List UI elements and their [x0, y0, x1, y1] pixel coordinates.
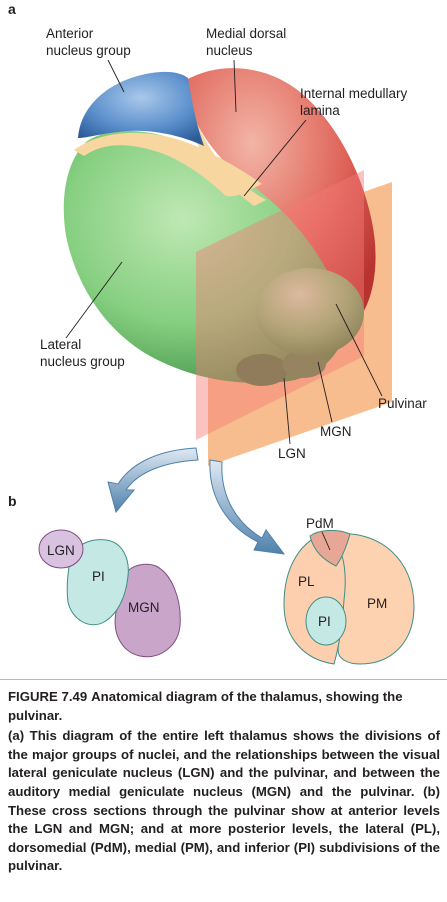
label-lateral-line1: Lateral — [40, 337, 81, 352]
medial-dorsal-nucleus-region — [186, 68, 376, 320]
panel-a-labels: Anterior nucleus group Medial dorsal nuc… — [40, 26, 427, 461]
arrow-to-posterior-section — [209, 459, 286, 555]
label-b-pi-posterior: PI — [318, 614, 331, 629]
mgn-bump — [282, 350, 326, 378]
label-anterior-line1: Anterior — [46, 26, 94, 41]
label-b-pm: PM — [367, 596, 387, 611]
panel-b-letter: b — [8, 493, 17, 509]
posterior-cross-section: PdM PL PM PI — [283, 516, 415, 665]
thalamus-figure: a b Anterior nucleus group Medial dorsal… — [8, 1, 427, 665]
caption-title: Anatomical diagram of the thalamus, show… — [8, 689, 403, 723]
leader-mgn — [317, 361, 333, 423]
leader-anterior — [107, 59, 125, 93]
anterior-nucleus-group-region — [78, 71, 204, 146]
label-anterior-line2: nucleus group — [46, 43, 131, 58]
caption-body: (a) This diagram of the entire left thal… — [8, 728, 440, 874]
anterior-cross-section: LGN PI MGN — [38, 529, 181, 658]
figure-caption: FIGURE 7.49 Anatomical diagram of the tha… — [8, 688, 440, 876]
label-medial-dorsal-line1: Medial dorsal — [206, 26, 286, 41]
pdm-section — [309, 529, 351, 567]
leader-pulvinar — [335, 303, 383, 397]
leader-lgn — [283, 377, 291, 445]
label-lateral-line2: nucleus group — [40, 354, 125, 369]
label-medial-dorsal-line2: nucleus — [206, 43, 253, 58]
leader-lateral — [65, 261, 123, 339]
leader-internal-medullary — [243, 119, 307, 197]
leader-pdm — [321, 531, 331, 551]
caption-divider — [0, 679, 447, 680]
pi-section-anterior — [66, 539, 129, 626]
label-pulvinar: Pulvinar — [378, 396, 427, 411]
label-b-mgn: MGN — [128, 600, 160, 615]
lgn-bump — [236, 354, 288, 386]
pulvinar-region — [256, 268, 364, 356]
thalamus-3d-model — [63, 68, 376, 386]
label-b-lgn: LGN — [47, 543, 75, 558]
figure-number: FIGURE 7.49 — [8, 689, 88, 704]
label-internal-medullary-line1: Internal medullary — [300, 86, 408, 101]
pi-section-posterior — [305, 596, 347, 646]
panel-a-letter: a — [8, 1, 16, 17]
label-b-pi-anterior: PI — [92, 569, 105, 584]
label-internal-medullary-line2: lamina — [300, 103, 340, 118]
arrow-to-anterior-section — [107, 447, 199, 514]
caption-title-line: FIGURE 7.49 Anatomical diagram of the tha… — [8, 688, 440, 725]
label-mgn: MGN — [320, 424, 352, 439]
label-b-pdm: PdM — [306, 516, 334, 531]
anterior-section-plane — [196, 170, 364, 440]
leader-medial-dorsal — [233, 59, 237, 113]
internal-medullary-lamina-region — [74, 84, 266, 206]
label-b-pl: PL — [298, 574, 315, 589]
lgn-section — [38, 529, 84, 569]
label-lgn: LGN — [278, 446, 306, 461]
mgn-section — [114, 563, 181, 658]
